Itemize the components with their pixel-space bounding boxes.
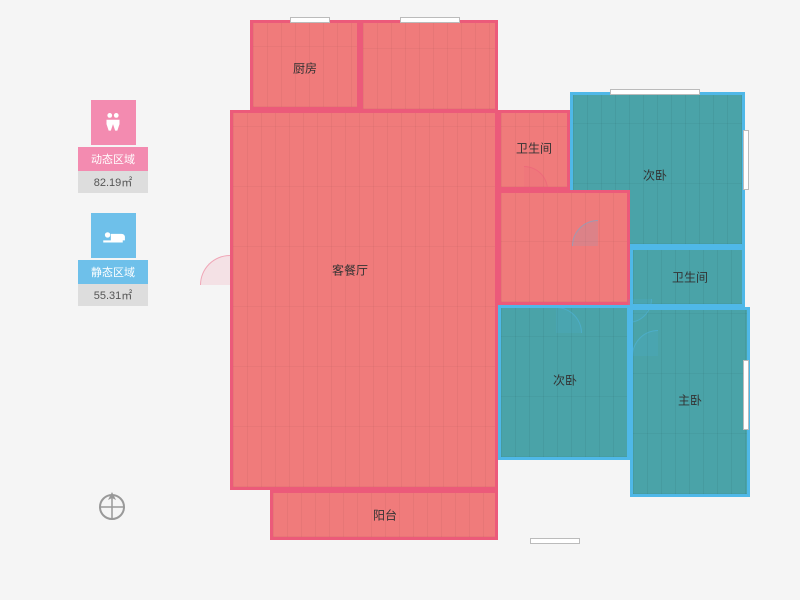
room-living-top [360,20,498,112]
window-mark [400,17,460,23]
zone-legend: 动态区域 82.19㎡ 静态区域 55.31㎡ [78,100,148,326]
compass-icon [95,490,129,529]
floor-plan: 厨房客餐厅卫生间阳台次卧卫生间次卧主卧 [230,20,750,560]
room-label-living: 客餐厅 [332,262,368,279]
room-label-master: 主卧 [678,392,702,409]
window-mark [743,360,749,430]
room-corridor [498,190,630,305]
legend-dynamic-value: 82.19㎡ [78,171,148,193]
room-label-bed2b: 次卧 [553,372,577,389]
legend-static: 静态区域 55.31㎡ [78,213,148,306]
room-label-kitchen: 厨房 [293,60,317,77]
legend-dynamic: 动态区域 82.19㎡ [78,100,148,193]
window-mark [743,130,749,190]
room-label-balcony: 阳台 [373,507,397,524]
legend-static-label: 静态区域 [78,260,148,284]
room-living [230,110,498,490]
room-label-bed2a: 次卧 [643,167,667,184]
people-icon [91,100,136,145]
window-mark [610,89,700,95]
window-mark [290,17,330,23]
room-label-bath2: 卫生间 [672,269,708,286]
sleep-icon [91,213,136,258]
legend-static-value: 55.31㎡ [78,284,148,306]
window-mark [530,538,580,544]
door-arc [200,255,230,285]
legend-dynamic-label: 动态区域 [78,147,148,171]
room-label-bath1: 卫生间 [516,140,552,157]
